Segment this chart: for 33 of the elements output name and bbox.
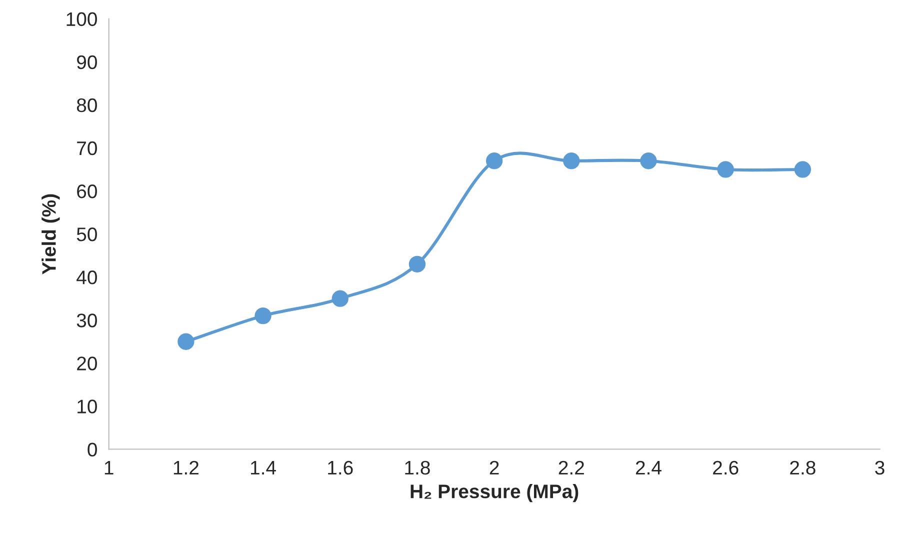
x-tick-label: 1.8 [405,460,430,475]
x-tick-label: 2.8 [790,460,816,475]
x-tick-label: 2 [490,460,499,474]
x-axis-title: H₂ Pressure (MPa) [410,484,578,502]
point [794,161,812,178]
x-tick-label: 1 [104,461,114,474]
y-tick-label: 70 [77,141,97,156]
y-tick-label: 50 [76,228,97,242]
y-axis-title: Yield (%) [42,194,60,274]
point [486,152,503,170]
y-tick-label: 0 [88,442,97,456]
y-tick-label: 80 [76,98,97,112]
point [178,333,194,350]
y-tick-label: 10 [78,400,97,414]
point [640,152,657,170]
x-tick-label: 2.2 [558,460,584,474]
x-tick-label: 2.4 [636,460,662,474]
y-tick-label: 60 [77,184,97,198]
y-tick-label: 40 [76,270,97,284]
x-tick-label: 1.6 [328,460,353,475]
point [717,161,734,178]
x-tick-label: 2.6 [713,460,738,475]
y-tick-label: 20 [77,356,97,370]
y-tick-label: 100 [66,12,97,26]
x-tick-label: 1.4 [251,461,276,474]
y-tick-label: 30 [76,314,97,328]
point [332,290,348,307]
point [408,256,426,272]
x-tick-label: 1.2 [174,460,198,474]
point [563,152,580,170]
y-tick-label: 90 [77,55,97,70]
point [254,307,272,324]
x-tick-label: 3 [875,460,884,475]
